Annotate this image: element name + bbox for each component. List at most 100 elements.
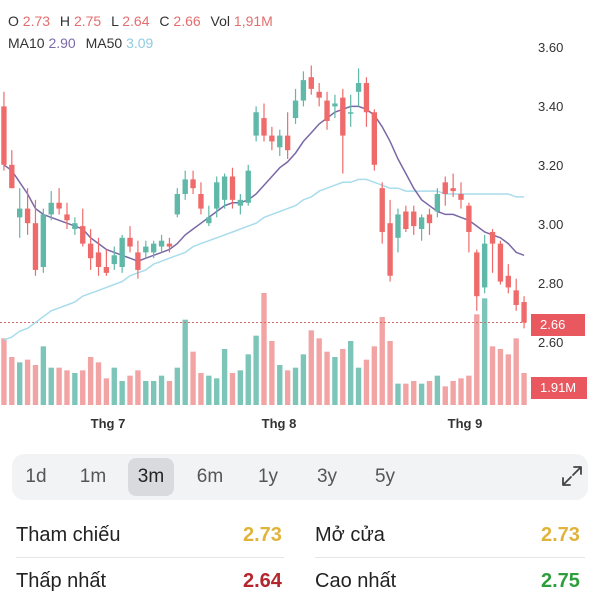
candle-body [442, 182, 448, 194]
candle-body [474, 252, 480, 297]
candlestick-chart[interactable] [0, 0, 600, 445]
candle-body [64, 214, 70, 221]
volume-bar [103, 378, 110, 405]
volume-bar [111, 367, 117, 405]
candle-body [371, 112, 378, 165]
range-button-6m[interactable]: 6m [196, 466, 224, 487]
range-button-3y[interactable]: 3y [316, 466, 338, 487]
candle-body [513, 290, 519, 305]
volume-bar [182, 319, 188, 405]
candle-body [80, 226, 86, 244]
volume-bar [32, 365, 39, 405]
candle-body [103, 267, 110, 273]
range-button-1y[interactable]: 1y [257, 466, 279, 487]
candle-body [308, 77, 314, 89]
volume-bar [442, 386, 448, 405]
current-volume-tag: 1.91M [531, 377, 587, 399]
current-price-tag: 2.66 [531, 314, 585, 336]
volume-bar [284, 370, 291, 405]
vol-label: Vol [210, 13, 231, 29]
candle-body [119, 237, 125, 267]
candle-body [292, 100, 299, 119]
volume-bar [379, 317, 385, 405]
volume-bar [143, 381, 149, 405]
reference-price-value: 2.73 [243, 524, 282, 546]
candle-body [269, 135, 275, 142]
volume-bar [174, 367, 180, 405]
candle-body [221, 176, 228, 200]
candle-body [466, 205, 472, 232]
volume-bar [348, 341, 354, 405]
volume-bar [166, 381, 173, 405]
volume-bar [221, 349, 228, 405]
volume-bar [127, 375, 133, 405]
ma50-value: 3.09 [126, 35, 154, 51]
open-label: O [8, 13, 19, 29]
volume-bar [513, 338, 519, 405]
volume-bar [237, 370, 244, 405]
candle-body [56, 202, 62, 209]
y-tick: 3.00 [538, 217, 564, 232]
time-range-selector: 1d 1m 3m 6m 1y 3y 5y [12, 454, 588, 500]
close-label: C [159, 13, 170, 29]
candle-body [450, 188, 456, 192]
volume-bar [253, 335, 259, 405]
candle-body [261, 118, 267, 136]
low-price-value: 2.64 [243, 570, 282, 592]
candle-body [111, 255, 117, 265]
candle-body [403, 211, 409, 230]
volume-bar [119, 381, 125, 405]
high-price-label: Cao nhất [315, 570, 397, 592]
candle-body [40, 214, 47, 267]
ma10-label: MA10 [8, 35, 45, 51]
volume-bar [481, 298, 488, 405]
range-button-5y[interactable]: 5y [374, 466, 396, 487]
range-button-3m[interactable]: 3m [128, 458, 174, 496]
high-value: 2.75 [73, 13, 102, 29]
reference-price-label: Tham chiếu [16, 524, 121, 546]
volume-bar [521, 373, 527, 405]
volume-bar [403, 383, 409, 405]
candle-body [418, 217, 425, 230]
candle-body [387, 223, 393, 276]
y-tick: 3.20 [538, 158, 564, 173]
candle-body [32, 223, 39, 270]
volume-bar [308, 330, 314, 405]
candle-body [434, 194, 441, 212]
candle-body [284, 135, 291, 151]
candle-body [245, 170, 251, 203]
ma-readout: MA10 2.90 MA50 3.09 [8, 35, 153, 51]
volume-bar [206, 375, 212, 405]
volume-bar [332, 357, 338, 405]
candle-body [198, 194, 204, 209]
candle-body [143, 246, 149, 253]
candle-body [135, 252, 141, 270]
volume-bar [324, 351, 330, 405]
volume-bar [229, 373, 236, 405]
volume-bar [474, 314, 480, 405]
low-label: L [111, 13, 119, 29]
volume-bar [40, 346, 47, 405]
candle-body [206, 217, 212, 224]
volume-bar [198, 373, 204, 405]
volume-bar [497, 349, 504, 405]
candle-body [426, 214, 433, 224]
candle-body [174, 194, 180, 215]
candle-body [340, 97, 346, 136]
candle-body [72, 223, 78, 230]
x-tick: Thg 7 [90, 416, 126, 431]
y-tick: 3.60 [538, 40, 564, 55]
candle-body [9, 164, 15, 189]
volume-bar [340, 349, 346, 405]
candle-body [411, 211, 417, 227]
candle-body [363, 83, 370, 113]
y-tick: 2.60 [538, 335, 564, 350]
range-button-1m[interactable]: 1m [79, 466, 107, 487]
candle-body [17, 208, 23, 218]
range-button-1d[interactable]: 1d [25, 466, 47, 487]
vol-value: 1,91M [233, 13, 273, 29]
volume-bar [316, 338, 322, 405]
stock-chart[interactable]: O 2.73 H 2.75 L 2.64 C 2.66 Vol 1,91M MA… [0, 0, 600, 445]
expand-icon[interactable] [560, 464, 584, 488]
y-tick: 3.40 [538, 99, 564, 114]
